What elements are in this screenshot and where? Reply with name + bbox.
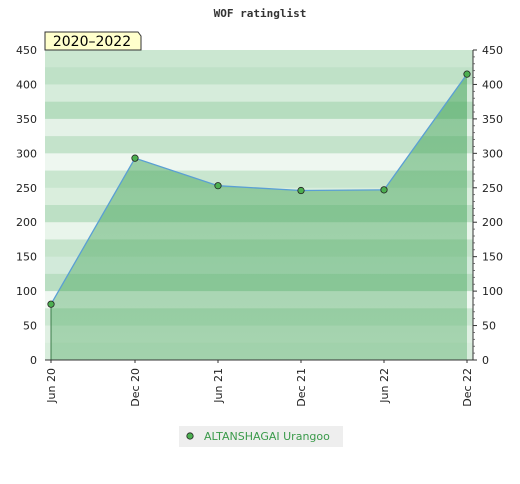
legend-box: [179, 426, 343, 447]
series-area: [51, 74, 467, 360]
x-tick-label: Jun 22: [378, 368, 391, 404]
y-tick-label-right: 0: [482, 354, 489, 367]
y-tick-label-right: 350: [482, 113, 503, 126]
period-badge: 2020–2022: [44, 31, 142, 51]
period-badge-text: 2020–2022: [53, 34, 131, 50]
y-tick-label-left: 350: [16, 113, 37, 126]
x-tick-label: Jun 21: [212, 368, 225, 404]
legend-marker-icon: [186, 432, 194, 440]
data-point: [463, 70, 471, 78]
y-tick-label-left: 400: [16, 78, 37, 91]
y-tick-label-right: 300: [482, 147, 503, 160]
grid-band: [45, 136, 473, 154]
chart-title: WOF ratinglist: [214, 7, 307, 20]
y-tick-label-right: 250: [482, 182, 503, 195]
x-tick-label: Dec 21: [295, 368, 308, 407]
y-tick-label-right: 200: [482, 216, 503, 229]
y-tick-label-left: 100: [16, 285, 37, 298]
data-point: [214, 182, 222, 190]
y-tick-label-right: 150: [482, 251, 503, 264]
data-point: [131, 154, 139, 162]
grid-band: [45, 50, 473, 68]
legend: ALTANSHAGAI Urangoo: [179, 426, 343, 447]
y-tick-label-left: 150: [16, 251, 37, 264]
y-tick-label-left: 200: [16, 216, 37, 229]
y-tick-label-left: 300: [16, 147, 37, 160]
y-tick-label-right: 400: [482, 78, 503, 91]
grid-band: [45, 101, 473, 120]
y-tick-label-right: 50: [482, 320, 496, 333]
data-point: [47, 300, 55, 308]
grid-band: [45, 118, 473, 137]
grid-band: [45, 67, 473, 85]
y-tick-label-left: 450: [16, 44, 37, 57]
x-tick-label: Dec 22: [461, 368, 474, 407]
data-point: [297, 186, 305, 195]
y-tick-label-right: 450: [482, 44, 503, 57]
y-tick-label-left: 250: [16, 182, 37, 195]
legend-series-name: ALTANSHAGAI Urangoo: [204, 430, 330, 443]
y-tick-label-right: 100: [482, 285, 503, 298]
series-line: [50, 73, 468, 305]
data-point: [380, 186, 388, 194]
y-tick-label-left: 0: [30, 354, 37, 367]
x-tick-label: Jun 20: [45, 368, 58, 404]
y-tick-label-left: 50: [23, 320, 37, 333]
grid-band: [45, 84, 473, 103]
x-tick-label: Dec 20: [129, 368, 142, 407]
